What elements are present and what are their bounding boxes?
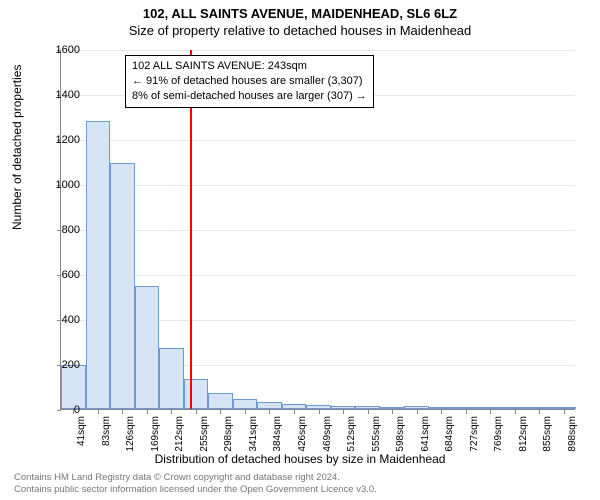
x-tick-label: 255sqm <box>199 416 210 452</box>
x-tick-label: 769sqm <box>493 416 504 452</box>
x-tick-label: 212sqm <box>174 416 185 452</box>
histogram-bar <box>453 407 478 409</box>
x-tick-label: 898sqm <box>567 416 578 452</box>
histogram-bar <box>135 286 160 409</box>
histogram-bar <box>355 406 380 409</box>
x-tick-label: 641sqm <box>420 416 431 452</box>
x-tick-label: 298sqm <box>223 416 234 452</box>
histogram-bar <box>282 404 307 409</box>
x-tick-label: 684sqm <box>444 416 455 452</box>
x-tick-label: 341sqm <box>248 416 259 452</box>
histogram-bar <box>502 407 527 409</box>
histogram-bar <box>404 406 429 409</box>
x-axis-label: Distribution of detached houses by size … <box>0 452 600 466</box>
chart-title-block: 102, ALL SAINTS AVENUE, MAIDENHEAD, SL6 … <box>0 0 600 38</box>
x-tick-label: 41sqm <box>76 416 87 446</box>
gridline <box>61 275 575 276</box>
histogram-bar <box>233 399 258 409</box>
histogram-bar <box>257 402 282 409</box>
x-tick-mark <box>515 410 516 414</box>
x-tick-mark <box>171 410 172 414</box>
x-tick-mark <box>466 410 467 414</box>
histogram-bar <box>478 407 503 409</box>
x-tick-label: 83sqm <box>101 416 112 446</box>
x-tick-mark <box>147 410 148 414</box>
annotation-line: 102 ALL SAINTS AVENUE: 243sqm <box>132 59 367 74</box>
y-tick-label: 600 <box>40 269 80 281</box>
chart-title-sub: Size of property relative to detached ho… <box>0 23 600 38</box>
histogram-bar <box>380 407 405 409</box>
gridline <box>61 185 575 186</box>
footer-line-2: Contains public sector information licen… <box>14 484 377 496</box>
gridline <box>61 50 575 51</box>
x-tick-label: 169sqm <box>150 416 161 452</box>
histogram-bar <box>61 365 86 409</box>
x-tick-mark <box>319 410 320 414</box>
histogram-bar <box>429 407 454 409</box>
x-tick-mark <box>368 410 369 414</box>
x-tick-label: 598sqm <box>395 416 406 452</box>
x-tick-label: 555sqm <box>371 416 382 452</box>
histogram-bar <box>184 379 209 409</box>
gridline <box>61 140 575 141</box>
y-tick-label: 1600 <box>40 44 80 56</box>
x-tick-label: 469sqm <box>322 416 333 452</box>
x-tick-mark <box>98 410 99 414</box>
y-tick-label: 800 <box>40 224 80 236</box>
x-tick-mark <box>122 410 123 414</box>
y-tick-label: 200 <box>40 359 80 371</box>
annotation-box: 102 ALL SAINTS AVENUE: 243sqm← 91% of de… <box>125 55 374 108</box>
histogram-bar <box>331 406 356 409</box>
histogram-bar <box>527 407 552 409</box>
x-tick-mark <box>294 410 295 414</box>
x-tick-mark <box>490 410 491 414</box>
x-tick-mark <box>392 410 393 414</box>
annotation-line: ← 91% of detached houses are smaller (3,… <box>132 74 367 89</box>
x-tick-mark <box>564 410 565 414</box>
x-tick-mark <box>269 410 270 414</box>
histogram-bar <box>86 121 111 409</box>
y-tick-label: 1400 <box>40 89 80 101</box>
x-tick-mark <box>539 410 540 414</box>
y-tick-label: 1000 <box>40 179 80 191</box>
x-tick-mark <box>196 410 197 414</box>
x-tick-label: 512sqm <box>346 416 357 452</box>
annotation-line: 8% of semi-detached houses are larger (3… <box>132 89 367 104</box>
x-tick-mark <box>417 410 418 414</box>
histogram-bar <box>551 407 576 409</box>
x-tick-mark <box>441 410 442 414</box>
x-tick-label: 812sqm <box>518 416 529 452</box>
x-tick-label: 426sqm <box>297 416 308 452</box>
gridline <box>61 230 575 231</box>
y-tick-label: 1200 <box>40 134 80 146</box>
y-axis-label: Number of detached properties <box>10 65 24 230</box>
x-tick-label: 126sqm <box>125 416 136 452</box>
y-tick-label: 0 <box>40 404 80 416</box>
x-tick-mark <box>220 410 221 414</box>
x-tick-label: 855sqm <box>542 416 553 452</box>
x-tick-label: 727sqm <box>469 416 480 452</box>
histogram-bar <box>306 405 331 410</box>
footer-attribution: Contains HM Land Registry data © Crown c… <box>14 472 377 496</box>
histogram-bar <box>110 163 135 409</box>
x-tick-mark <box>343 410 344 414</box>
footer-line-1: Contains HM Land Registry data © Crown c… <box>14 472 377 484</box>
histogram-bar <box>159 348 184 409</box>
y-tick-label: 400 <box>40 314 80 326</box>
histogram-bar <box>208 393 233 409</box>
x-tick-mark <box>245 410 246 414</box>
x-tick-label: 384sqm <box>272 416 283 452</box>
chart-title-main: 102, ALL SAINTS AVENUE, MAIDENHEAD, SL6 … <box>0 6 600 21</box>
chart-area: 41sqm83sqm126sqm169sqm212sqm255sqm298sqm… <box>60 50 575 410</box>
